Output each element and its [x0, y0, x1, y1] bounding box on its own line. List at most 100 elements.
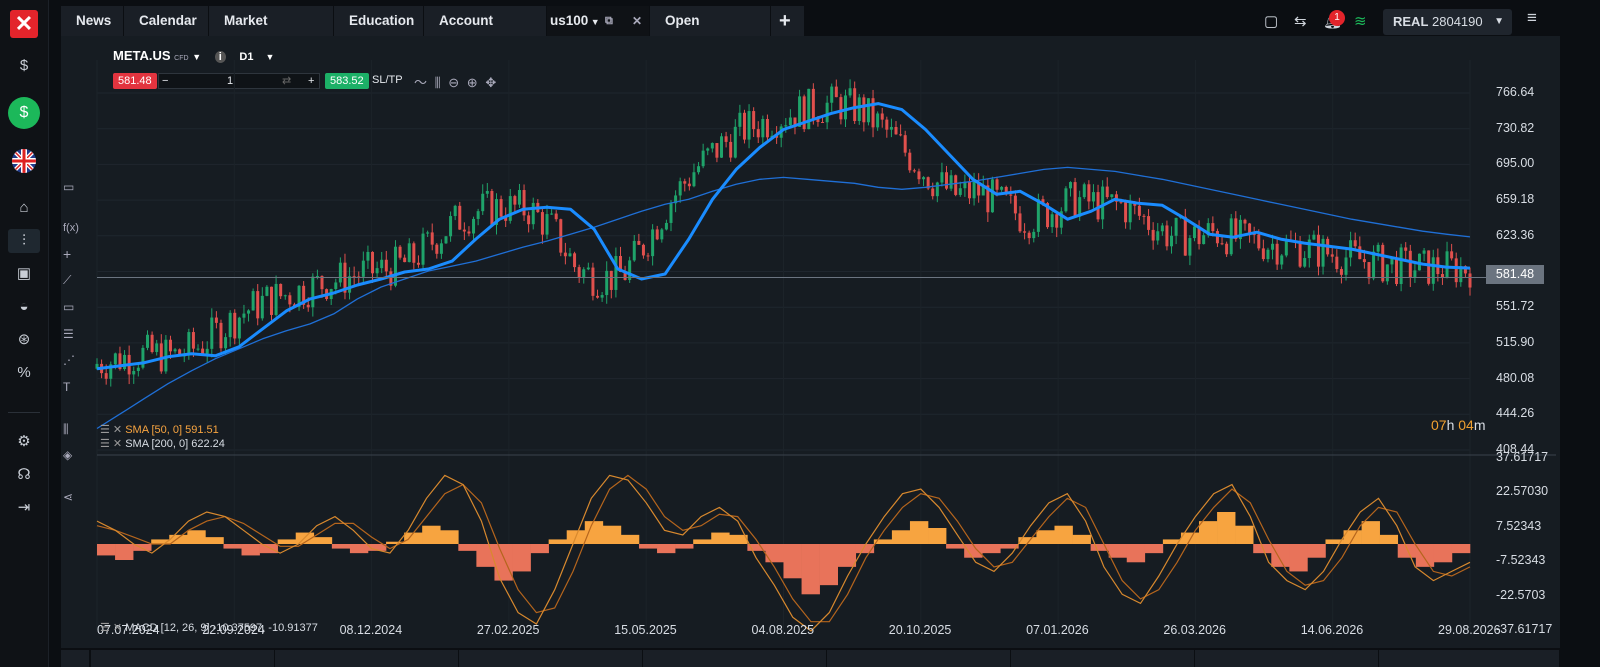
trendline-icon[interactable]: ⟋: [63, 273, 72, 287]
sma50-legend[interactable]: ☰ ✕ SMA [50, 0] 591.51: [100, 423, 219, 436]
macd-bar: [331, 544, 351, 549]
candle: [830, 86, 834, 103]
candle: [1266, 249, 1270, 260]
candle: [1440, 274, 1444, 278]
buy-button[interactable]: 583.52: [325, 73, 369, 89]
home-icon[interactable]: ⌂: [19, 199, 29, 216]
zoom-out-icon[interactable]: ⊖: [448, 75, 460, 90]
logout-icon[interactable]: ⇥: [17, 499, 31, 516]
menu-icon[interactable]: ≡: [1527, 8, 1537, 27]
candle: [228, 312, 232, 338]
pitchfork-icon[interactable]: ⋰: [63, 353, 75, 367]
move-icon[interactable]: ✥: [485, 75, 497, 90]
layers-icon[interactable]: ◈: [63, 448, 73, 462]
rectangle-icon[interactable]: ▭: [63, 300, 75, 314]
candle: [1202, 235, 1206, 245]
candle: [260, 295, 264, 319]
network-icon[interactable]: ⇆: [1294, 13, 1307, 30]
candle: [720, 136, 724, 158]
close-icon[interactable]: ✕: [632, 14, 643, 28]
news-icon[interactable]: ▣: [16, 265, 32, 282]
function-icon[interactable]: f(x): [63, 222, 79, 234]
indicators-icon[interactable]: ⫼: [63, 422, 69, 436]
candle-countdown: 07h 04m: [1431, 417, 1486, 433]
share-icon[interactable]: ⋖: [63, 490, 74, 504]
macd-bar: [1108, 544, 1128, 558]
quantity-input[interactable]: 1: [227, 75, 234, 87]
quantity-stepper[interactable]: − 1 ⇄ +: [158, 73, 320, 89]
settings-icon[interactable]: ⚙: [17, 433, 31, 450]
candle-icon[interactable]: ⫼: [434, 75, 441, 90]
macd-legend[interactable]: ☰ ✕ MACD [12, 26, 9] -10.37597, -10.9137…: [100, 621, 318, 634]
piggy-icon[interactable]: ◒: [19, 298, 29, 315]
market-icon[interactable]: ⫶: [8, 229, 40, 253]
timeframe-selector[interactable]: D1 ▼: [239, 51, 274, 63]
percent-icon[interactable]: %: [17, 364, 31, 381]
fullscreen-icon[interactable]: ▢: [1264, 13, 1279, 30]
info-icon[interactable]: i: [214, 51, 226, 63]
currency-icon[interactable]: ⊛: [17, 331, 31, 348]
deposit-icon[interactable]: $: [8, 97, 40, 129]
tab-news[interactable]: News: [61, 6, 123, 36]
sma200-legend[interactable]: ☰ ✕ SMA [200, 0] 622.24: [100, 437, 225, 450]
candle: [1124, 202, 1128, 223]
settings-icon[interactable]: ☰ ✕: [100, 438, 126, 450]
macd-bar: [1253, 544, 1272, 554]
candle: [1330, 254, 1334, 257]
screen-icon[interactable]: ▭: [63, 180, 75, 194]
tab-us100-label: us100: [550, 13, 589, 28]
candle: [605, 270, 609, 296]
candle: [1119, 201, 1123, 203]
popout-icon[interactable]: ⧉: [605, 15, 613, 27]
symbol-name: META.US: [113, 48, 171, 63]
symbol-tag: CFD: [174, 55, 189, 62]
candle: [334, 282, 338, 290]
macd-bar: [151, 539, 170, 544]
headset-icon[interactable]: ☊: [17, 466, 31, 483]
candle: [1009, 194, 1013, 196]
swap-icon[interactable]: ⇄: [282, 75, 292, 87]
candle: [1335, 256, 1339, 270]
candle: [577, 267, 581, 278]
candle: [876, 113, 880, 128]
add-tab-icon[interactable]: +: [771, 6, 804, 36]
macd-bar: [277, 539, 297, 544]
fibonacci-icon[interactable]: ☰: [63, 327, 74, 341]
increment-button[interactable]: +: [308, 75, 315, 87]
candle: [472, 218, 476, 234]
settings-icon[interactable]: ☰ ✕: [100, 424, 126, 436]
tab-calendar[interactable]: Calendar: [124, 6, 208, 36]
candle: [1234, 218, 1238, 240]
candle: [931, 188, 935, 197]
text-icon[interactable]: T: [63, 380, 71, 394]
sltp-button[interactable]: SL/TP: [372, 74, 403, 86]
candle: [136, 367, 140, 371]
settings-icon[interactable]: ☰ ✕: [100, 622, 126, 634]
candle: [421, 233, 425, 265]
macd-bar: [494, 544, 513, 581]
crosshair-icon[interactable]: +: [63, 246, 72, 262]
zoom-in-icon[interactable]: ⊕: [466, 75, 478, 90]
candle: [908, 152, 912, 171]
candle: [1303, 258, 1307, 267]
symbol-selector[interactable]: META.US CFD ▼ i D1 ▼: [113, 48, 274, 63]
sell-button[interactable]: 581.48: [113, 73, 157, 89]
candle: [1032, 231, 1036, 239]
tab-us100[interactable]: us100 ▼ ⧉ ✕: [547, 6, 649, 36]
line-chart-icon[interactable]: 〜: [414, 75, 428, 90]
candle: [297, 285, 301, 307]
xtb-logo-icon[interactable]: ✕: [10, 10, 38, 38]
dollar-icon[interactable]: $: [19, 57, 29, 74]
candle: [1404, 247, 1408, 251]
tab-education[interactable]: Education: [334, 6, 423, 36]
candle: [660, 229, 664, 240]
account-selector[interactable]: REAL 2804190 ▼: [1383, 9, 1512, 35]
candle: [761, 119, 765, 138]
candle: [191, 332, 195, 349]
candle: [1197, 226, 1201, 245]
chevron-down-icon[interactable]: ▼: [588, 17, 600, 27]
macd-bar: [169, 534, 188, 544]
decrement-button[interactable]: −: [162, 75, 169, 87]
candle: [1339, 269, 1343, 275]
